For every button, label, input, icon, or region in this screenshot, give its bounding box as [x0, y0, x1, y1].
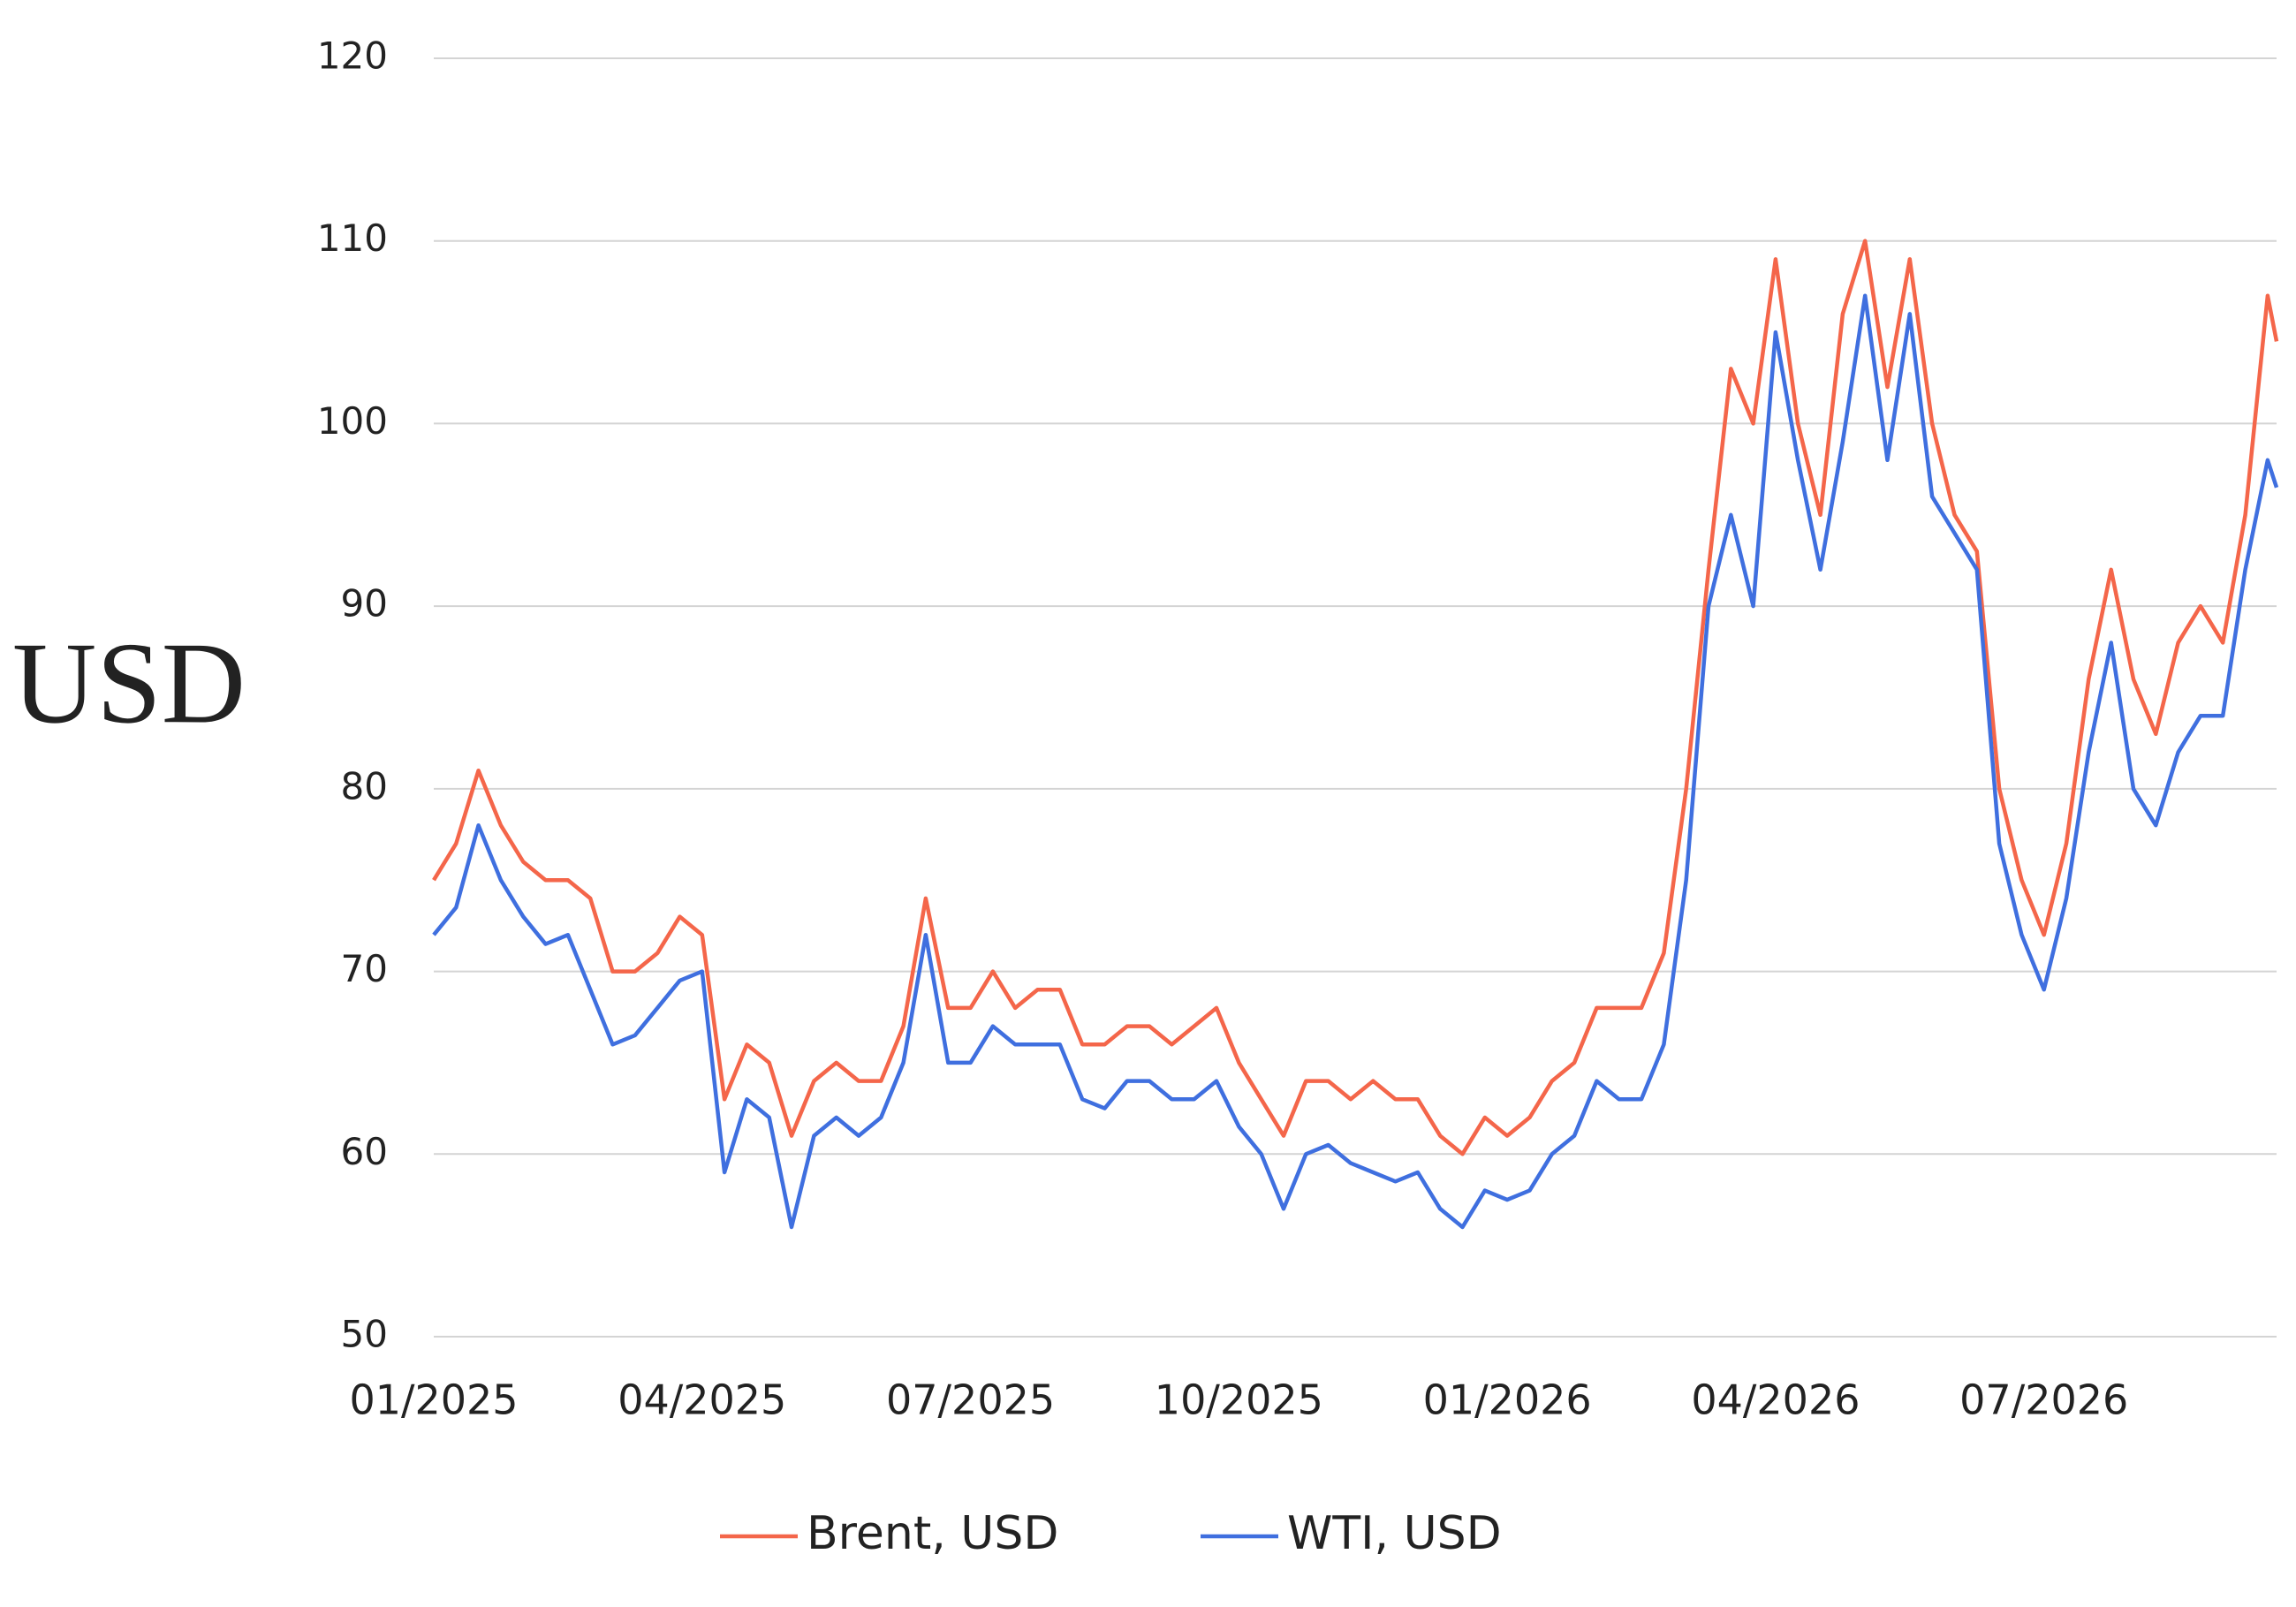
y-tick-label: 120: [317, 34, 388, 78]
y-tick-label: 80: [341, 764, 388, 807]
x-tick-label: 01/2026: [1423, 1376, 1592, 1424]
y-axis-label: USD: [12, 618, 246, 747]
x-tick-label: 04/2025: [618, 1376, 786, 1424]
y-tick-label: 50: [341, 1313, 388, 1356]
x-tick-label: 07/2025: [886, 1376, 1055, 1424]
y-tick-label: 90: [341, 582, 388, 625]
y-tick-label: 110: [317, 216, 388, 260]
y-tick-label: 100: [317, 399, 388, 443]
x-tick-label: 01/2025: [349, 1376, 518, 1424]
x-tick-label: 07/2026: [1959, 1376, 2128, 1424]
x-tick-label: 04/2026: [1691, 1376, 1860, 1424]
y-tick-label: 70: [341, 947, 388, 990]
legend-label: Brent, USD: [807, 1507, 1058, 1560]
series-line: [432, 293, 2279, 1230]
series-line: [432, 239, 2279, 1156]
x-tick-label: 10/2025: [1155, 1376, 1323, 1424]
y-tick-label: 60: [341, 1130, 388, 1173]
legend-label: WTI, USD: [1287, 1507, 1502, 1560]
